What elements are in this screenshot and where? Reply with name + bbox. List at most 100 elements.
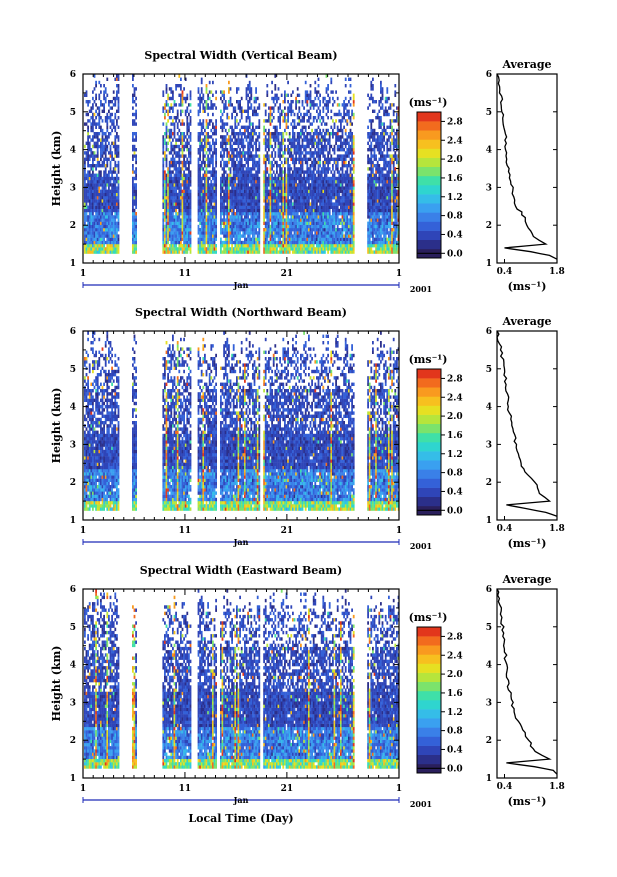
heatmap-cell bbox=[319, 218, 321, 222]
heatmap-cell bbox=[292, 240, 294, 245]
heatmap-cell bbox=[224, 244, 227, 248]
heatmap-cell bbox=[210, 157, 213, 161]
heatmap-cell bbox=[204, 186, 206, 190]
heatmap-cell bbox=[178, 240, 181, 245]
heatmap-cell bbox=[311, 164, 313, 168]
heatmap-cell bbox=[266, 183, 269, 187]
heatmap-cell bbox=[178, 183, 181, 187]
heatmap-cell bbox=[92, 196, 94, 200]
heatmap-cell bbox=[133, 176, 136, 181]
heatmap-cell bbox=[277, 109, 280, 113]
heatmap-cell bbox=[135, 173, 137, 177]
heatmap-cell bbox=[244, 228, 246, 232]
heatmap-cell bbox=[189, 119, 192, 123]
heatmap-cell bbox=[204, 205, 206, 209]
heatmap-cell bbox=[242, 208, 245, 213]
heatmap-cell bbox=[100, 240, 102, 245]
heatmap-cell bbox=[168, 164, 171, 168]
heatmap-cell bbox=[213, 186, 216, 190]
heatmap-cell bbox=[253, 199, 256, 203]
heatmap-cell bbox=[183, 173, 185, 177]
heatmap-cell bbox=[258, 135, 261, 139]
heatmap-cell bbox=[234, 135, 237, 139]
heatmap-cell bbox=[106, 205, 109, 209]
heatmap-cell bbox=[256, 125, 259, 129]
heatmap-cell bbox=[220, 199, 222, 203]
heatmap-cell bbox=[117, 84, 120, 88]
heatmap-cell bbox=[215, 164, 217, 168]
heatmap-cell bbox=[178, 180, 181, 184]
heatmap-cell bbox=[274, 228, 277, 232]
heatmap-cell bbox=[306, 237, 309, 241]
heatmap-cell bbox=[266, 218, 269, 222]
heatmap-cell bbox=[170, 141, 173, 145]
heatmap-cell bbox=[245, 221, 248, 225]
heatmap-cell bbox=[311, 237, 313, 241]
heatmap-cell bbox=[280, 212, 283, 216]
heatmap-cell bbox=[317, 132, 320, 136]
heatmap-cell bbox=[244, 180, 246, 184]
heatmap-cell bbox=[316, 160, 318, 165]
heatmap-cell bbox=[92, 90, 94, 94]
heatmap-cell bbox=[228, 116, 230, 120]
heatmap-cell bbox=[132, 180, 134, 184]
heatmap-cell bbox=[116, 237, 118, 241]
heatmap-cell bbox=[319, 164, 321, 168]
heatmap-cell bbox=[220, 186, 222, 190]
heatmap-cell bbox=[274, 141, 277, 145]
heatmap-cell bbox=[223, 189, 225, 193]
heatmap-cell bbox=[226, 116, 229, 120]
heatmap-cell bbox=[312, 106, 315, 110]
heatmap-cell bbox=[210, 224, 213, 229]
heatmap-cell bbox=[300, 189, 302, 193]
heatmap-cell bbox=[308, 218, 310, 222]
heatmap-cell bbox=[96, 212, 99, 216]
heatmap-cell bbox=[98, 192, 101, 197]
heatmap-cell bbox=[269, 212, 272, 216]
heatmap-cell bbox=[180, 228, 182, 232]
heatmap-cell bbox=[181, 205, 184, 209]
heatmap-cell bbox=[95, 215, 97, 219]
heatmap-cell bbox=[236, 250, 238, 254]
heatmap-cell bbox=[204, 215, 206, 219]
heatmap-cell bbox=[197, 87, 200, 91]
heatmap-cell bbox=[224, 192, 227, 197]
heatmap-cell bbox=[175, 144, 177, 149]
heatmap-cell bbox=[282, 170, 285, 174]
heatmap-cell bbox=[232, 208, 235, 213]
heatmap-cell bbox=[168, 176, 171, 181]
heatmap-cell bbox=[303, 186, 305, 190]
heatmap-cell bbox=[250, 228, 253, 232]
heatmap-cell bbox=[295, 160, 297, 165]
heatmap-cell bbox=[117, 103, 120, 107]
heatmap-cell bbox=[215, 192, 217, 197]
heatmap-cell bbox=[116, 93, 118, 97]
heatmap-cell bbox=[250, 135, 253, 139]
heatmap-cell bbox=[303, 237, 305, 241]
heatmap-cell bbox=[303, 192, 305, 197]
heatmap-cell bbox=[178, 224, 181, 229]
heatmap-cell bbox=[114, 199, 117, 203]
heatmap-cell bbox=[333, 122, 336, 126]
heatmap-cell bbox=[255, 180, 257, 184]
heatmap-cell bbox=[232, 170, 235, 174]
heatmap-cell bbox=[210, 205, 213, 209]
heatmap-cell bbox=[96, 160, 99, 165]
heatmap-cell bbox=[175, 176, 177, 181]
heatmap-cell bbox=[244, 196, 246, 200]
heatmap-cell bbox=[335, 202, 337, 206]
heatmap-cell bbox=[320, 208, 323, 213]
heatmap-cell bbox=[239, 176, 241, 181]
heatmap-cell bbox=[328, 240, 331, 245]
heatmap-cell bbox=[304, 244, 307, 248]
heatmap-cell bbox=[248, 250, 251, 254]
heatmap-cell bbox=[237, 173, 240, 177]
heatmap-cell bbox=[202, 132, 205, 136]
heatmap-cell bbox=[92, 237, 94, 241]
heatmap-cell bbox=[320, 237, 323, 241]
heatmap-cell bbox=[208, 170, 211, 174]
heatmap-cell bbox=[272, 106, 275, 110]
heatmap-cell bbox=[90, 176, 93, 181]
heatmap-cell bbox=[228, 202, 230, 206]
heatmap-cell bbox=[250, 96, 253, 101]
